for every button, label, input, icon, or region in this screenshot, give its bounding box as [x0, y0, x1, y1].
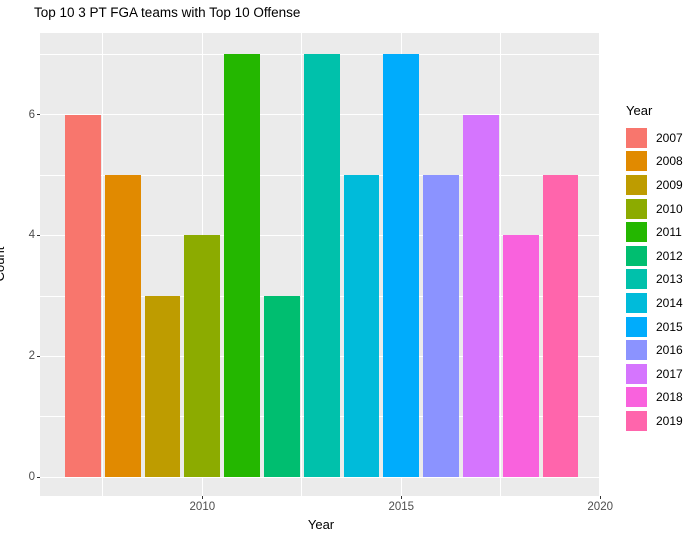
plot-panel — [40, 33, 601, 496]
bar-2016 — [423, 175, 459, 478]
bar-2014 — [343, 175, 380, 478]
legend-swatch-2009 — [626, 174, 647, 195]
bar-2018 — [502, 235, 539, 478]
y-tick-mark — [37, 114, 40, 116]
y-tick-mark — [37, 476, 40, 478]
legend-item-2016: 2016 — [626, 338, 683, 362]
legend-swatch-2014 — [626, 292, 647, 313]
legend-swatch-2010 — [626, 198, 647, 219]
y-axis-title: Count — [0, 246, 7, 282]
legend-item-2012: 2012 — [626, 244, 683, 268]
legend-swatch-2015 — [626, 316, 647, 337]
legend-label: 2011 — [656, 225, 682, 240]
legend-label: 2012 — [656, 248, 683, 263]
legend-item-2018: 2018 — [626, 386, 683, 410]
bar-2011 — [224, 54, 260, 478]
legend-label: 2017 — [656, 366, 683, 381]
y-tick-label: 4 — [28, 229, 35, 242]
legend-items: 2007 2008 2009 2010 2011 2012 2013 2014 2015 2016… — [626, 126, 683, 433]
x-axis-title: Year — [307, 517, 335, 532]
legend-item-2017: 2017 — [626, 362, 683, 386]
legend-item-2009: 2009 — [626, 173, 683, 197]
y-tick-label: 6 — [28, 108, 35, 121]
legend-swatch-2011 — [626, 222, 647, 243]
legend-swatch-2019 — [626, 410, 647, 431]
legend-swatch-2017 — [626, 363, 647, 384]
legend-swatch-2016 — [626, 340, 647, 361]
y-tick-label: 0 — [28, 471, 35, 484]
bar-2007 — [65, 114, 101, 478]
y-tick-mark — [37, 355, 40, 357]
legend-label: 2007 — [656, 130, 683, 145]
legend-item-2014: 2014 — [626, 291, 683, 315]
x-gridline-minor — [500, 33, 502, 496]
bar-2008 — [104, 175, 141, 478]
legend-label: 2019 — [656, 413, 683, 428]
y-tick-label: 2 — [28, 350, 35, 363]
legend: Year 2007 2008 2009 2010 2011 2012 2013 2014 201… — [626, 103, 683, 433]
x-tick-label: 2020 — [587, 501, 613, 513]
legend-item-2015: 2015 — [626, 315, 683, 339]
bar-2009 — [144, 295, 181, 478]
y-tick-mark — [37, 234, 40, 236]
legend-label: 2008 — [656, 154, 683, 169]
chart-title: Top 10 3 PT FGA teams with Top 10 Offens… — [34, 5, 301, 20]
bar-2015 — [383, 54, 420, 478]
legend-item-2010: 2010 — [626, 197, 683, 221]
bar-2010 — [184, 235, 221, 478]
y-gridline-major — [40, 476, 601, 478]
bar-2019 — [542, 175, 579, 478]
legend-swatch-2018 — [626, 387, 647, 408]
legend-swatch-2013 — [626, 269, 647, 290]
legend-item-2019: 2019 — [626, 409, 683, 433]
legend-item-2013: 2013 — [626, 268, 683, 292]
x-tick-mark — [201, 496, 203, 499]
legend-label: 2016 — [656, 343, 683, 358]
legend-label: 2015 — [656, 319, 683, 334]
bar-2012 — [264, 295, 300, 478]
bar-2013 — [303, 54, 340, 478]
legend-swatch-2007 — [626, 127, 647, 148]
legend-swatch-2012 — [626, 245, 647, 266]
legend-label: 2018 — [656, 390, 683, 405]
legend-label: 2010 — [656, 201, 683, 216]
x-gridline-minor — [301, 33, 303, 496]
x-gridline-minor — [102, 33, 104, 496]
bar-2017 — [462, 114, 499, 478]
legend-item-2007: 2007 — [626, 126, 683, 150]
legend-label: 2013 — [656, 272, 683, 287]
legend-swatch-2008 — [626, 151, 647, 172]
x-tick-label: 2015 — [388, 501, 415, 513]
legend-item-2008: 2008 — [626, 150, 683, 174]
x-tick-mark — [599, 496, 601, 499]
legend-label: 2014 — [656, 295, 683, 310]
legend-title: Year — [626, 103, 653, 118]
legend-item-2011: 2011 — [626, 220, 683, 244]
legend-label: 2009 — [656, 177, 683, 192]
x-tick-label: 2010 — [189, 501, 216, 513]
x-tick-mark — [400, 496, 402, 499]
x-gridline-major — [599, 33, 601, 496]
